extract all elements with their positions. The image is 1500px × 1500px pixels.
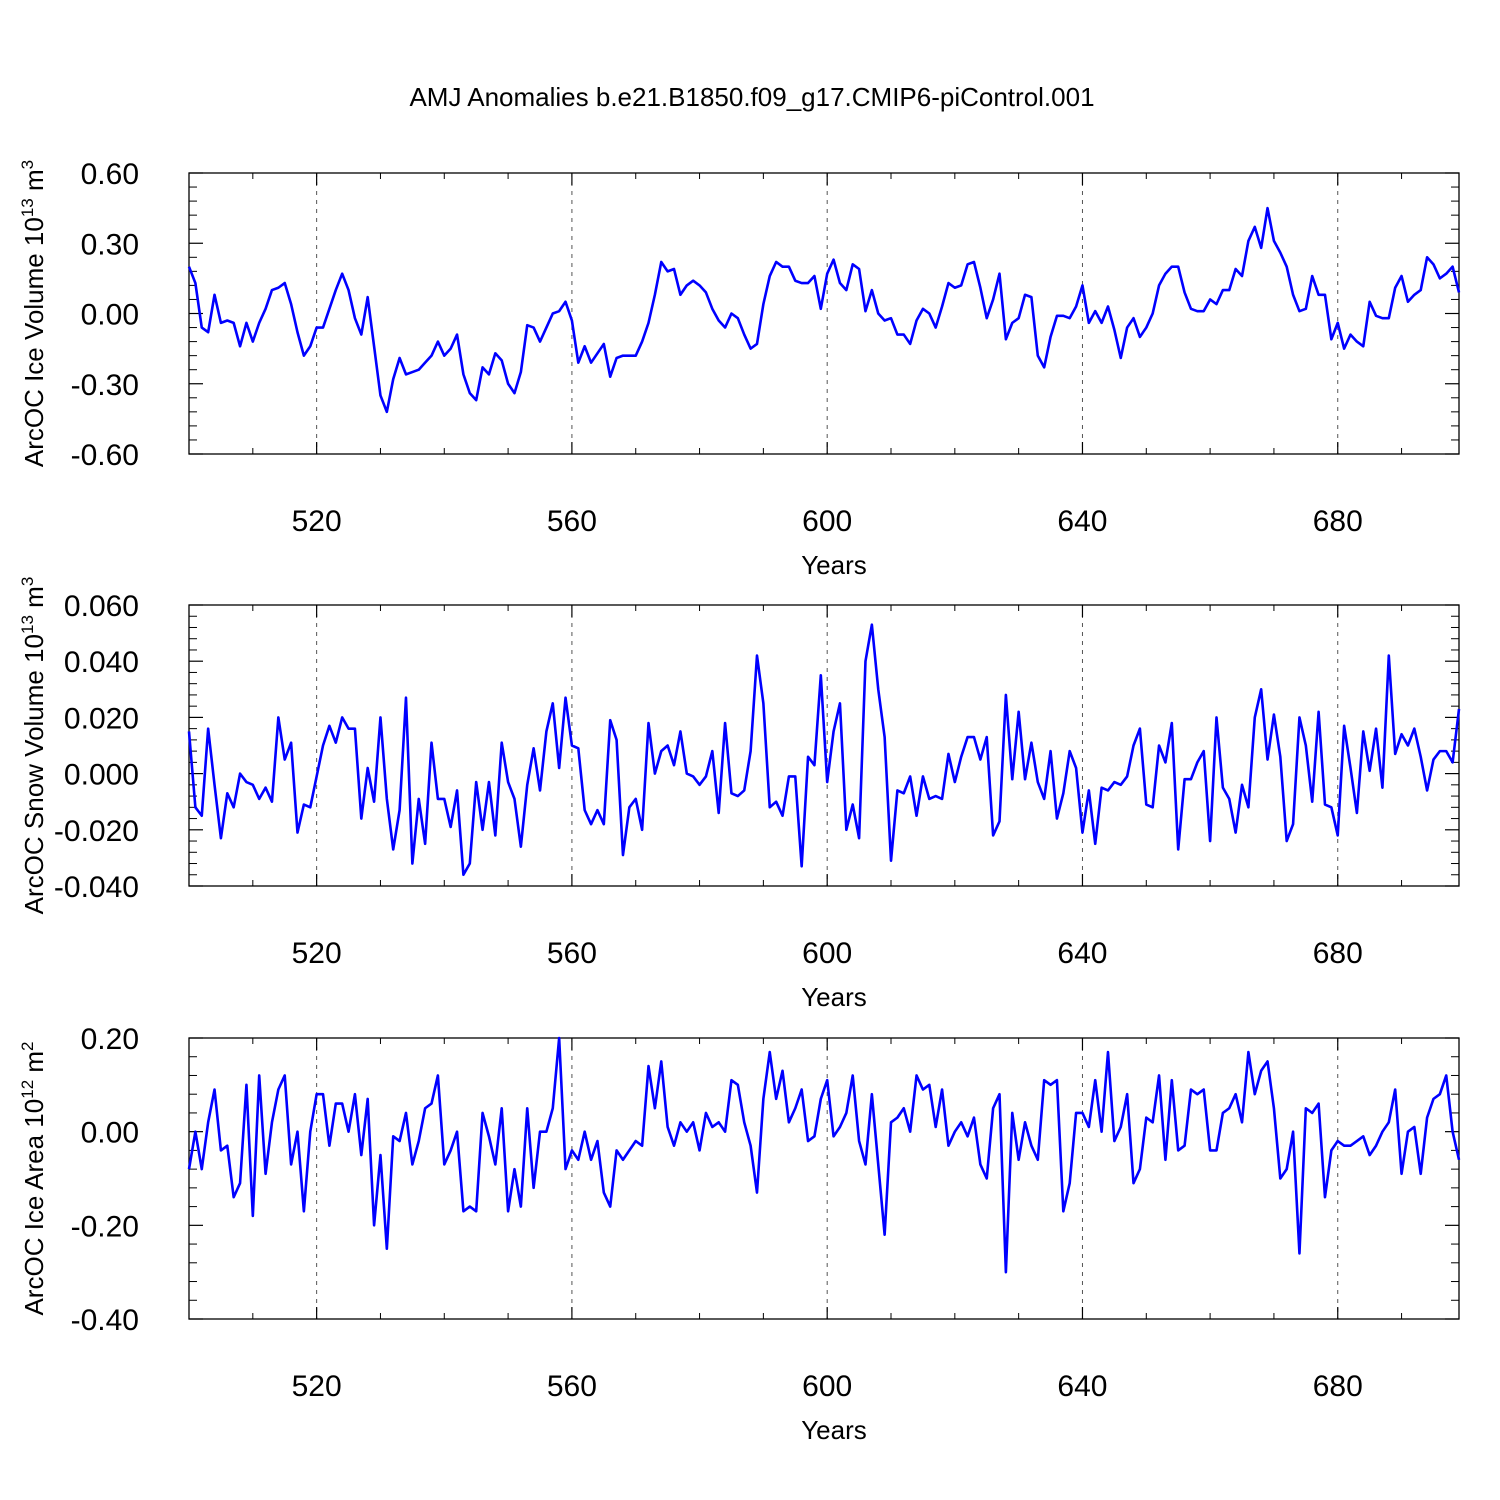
y-axis-title: ArcOC Ice Area 1012 m2 [18,1041,49,1315]
x-tick-label: 640 [1057,1370,1107,1403]
y-tick-label: 0.60 [81,158,139,191]
y-tick-label: 0.020 [64,702,139,735]
x-tick-label: 640 [1057,505,1107,538]
y-axis-title-space [19,1073,49,1080]
y-tick-label: 0.060 [64,590,139,623]
panel-ice-volume: 520 560 600 640 680 -0.60 -0.30 0.00 0.30 0.60 Yea… [18,158,1461,580]
y-axis-title: ArcOC Ice Volume 1013 m3 [18,160,49,467]
x-tick-label: 680 [1313,1370,1363,1403]
y-axis-title-unit-exponent: 3 [18,577,37,586]
y-axis-title-text: ArcOC Ice Area 10 [19,1099,49,1316]
x-tick-label: 560 [547,937,597,970]
y-axis-title: ArcOC Snow Volume 1013 m3 [18,577,49,915]
panel-snow-volume: 520 560 600 640 680 -0.040 -0.020 0.000 0.020 0.0… [18,577,1461,1012]
y-axis-title-unit: m [19,586,49,608]
y-tick-label: -0.020 [54,815,139,848]
y-tick-label: 0.040 [64,646,139,679]
y-axis-title-unit-exponent: 2 [18,1041,37,1050]
y-axis-title-unit: m [19,1051,49,1073]
x-tick-label: 520 [292,505,342,538]
x-axis-title: Years [801,982,867,1012]
x-tick-label: 520 [292,1370,342,1403]
x-axis-title: Years [801,550,867,580]
plot-frame [188,1037,1460,1320]
x-tick-label: 680 [1313,505,1363,538]
y-tick-label: 0.00 [81,299,139,332]
x-tick-label: 560 [547,505,597,538]
y-axis-title-text: ArcOC Ice Volume 10 [19,217,49,467]
y-axis-title-space [19,608,49,615]
x-axis-title: Years [801,1415,867,1445]
x-tick-label: 600 [802,937,852,970]
x-tick-label: 600 [802,505,852,538]
x-tick-label: 680 [1313,937,1363,970]
y-tick-label: -0.040 [54,871,139,904]
y-tick-label: -0.30 [71,369,139,402]
y-tick-label: 0.20 [81,1023,139,1056]
y-axis-title-exponent: 12 [18,1080,37,1099]
figure-title: AMJ Anomalies b.e21.B1850.f09_g17.CMIP6-… [409,82,1094,112]
y-tick-label: 0.000 [64,759,139,792]
y-tick-label: -0.60 [71,439,139,472]
y-tick-label: -0.20 [71,1210,139,1243]
y-tick-label: 0.00 [81,1117,139,1150]
y-axis-title-unit: m [19,169,49,191]
y-axis-title-exponent: 13 [18,615,37,634]
y-axis-title-exponent: 13 [18,198,37,217]
x-tick-label: 600 [802,1370,852,1403]
y-tick-label: 0.30 [81,228,139,261]
y-axis-title-unit-exponent: 3 [18,160,37,169]
data-line-ice-volume [187,206,1461,414]
y-axis-title-text: ArcOC Snow Volume 10 [19,634,49,914]
data-line-ice-area [187,1036,1461,1274]
plot-frame [188,172,1460,455]
panel-ice-area: 520 560 600 640 680 -0.40 -0.20 0.00 0.20 Years Ar… [18,1023,1461,1445]
data-line-snow-volume [187,623,1461,877]
x-tick-label: 560 [547,1370,597,1403]
x-tick-label: 520 [292,937,342,970]
y-axis-title-space [19,191,49,198]
x-tick-label: 640 [1057,937,1107,970]
y-tick-label: -0.40 [71,1304,139,1337]
